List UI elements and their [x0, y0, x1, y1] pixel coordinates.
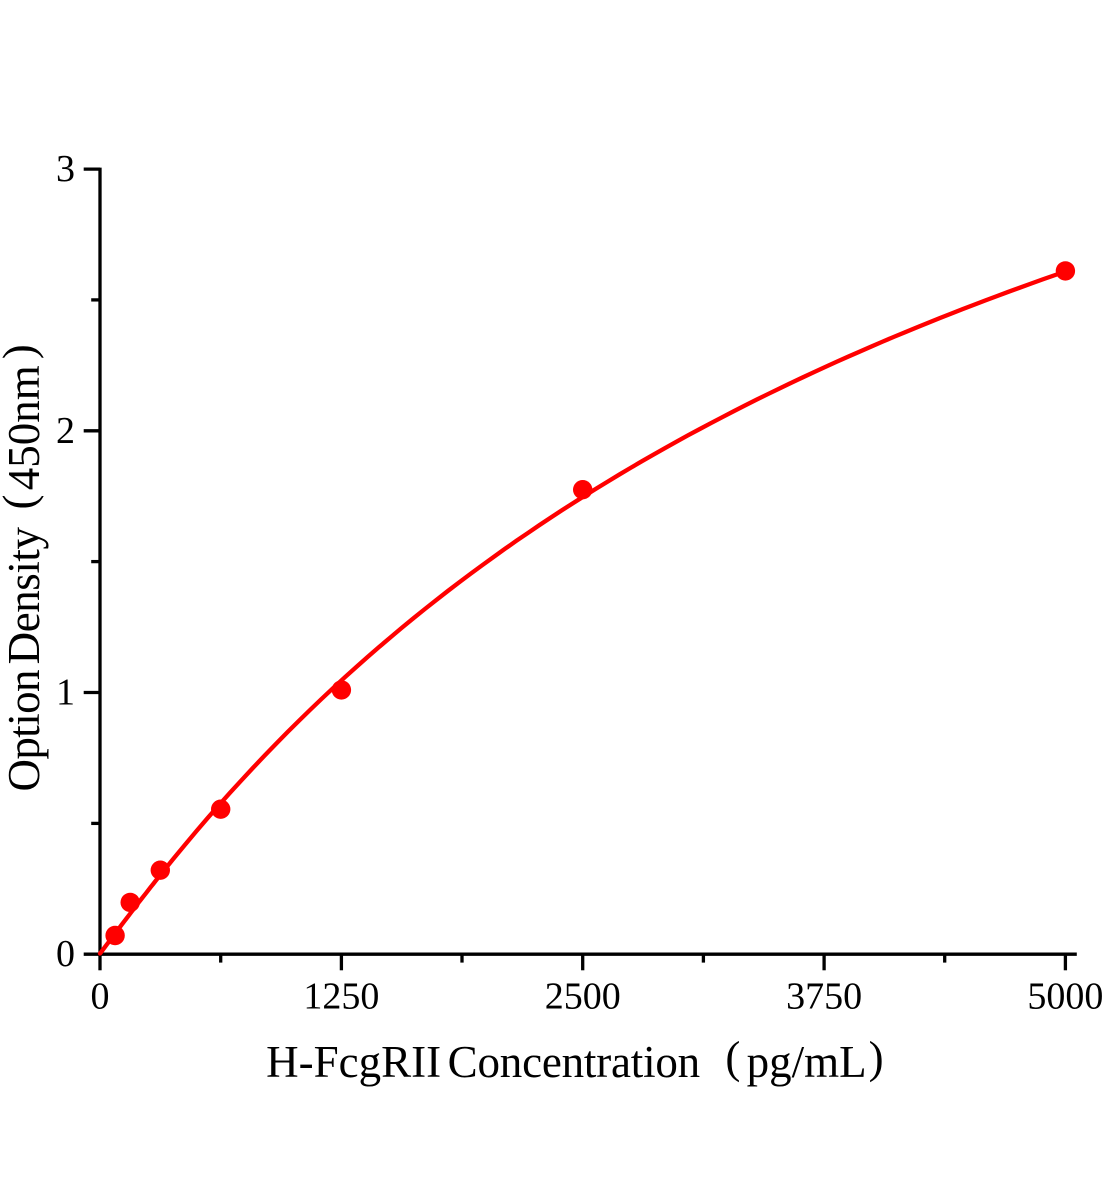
svg-text:3: 3 [56, 148, 75, 190]
svg-text:2500: 2500 [545, 976, 621, 1018]
svg-text:0: 0 [56, 933, 75, 975]
svg-text:1250: 1250 [303, 976, 379, 1018]
svg-text:2: 2 [56, 410, 75, 452]
svg-text:5000: 5000 [1027, 976, 1103, 1018]
svg-text:3750: 3750 [786, 976, 862, 1018]
svg-text:1: 1 [56, 672, 75, 714]
svg-text:OptionDensity(450nm): OptionDensity(450nm) [0, 344, 49, 791]
svg-text:0: 0 [91, 976, 110, 1018]
